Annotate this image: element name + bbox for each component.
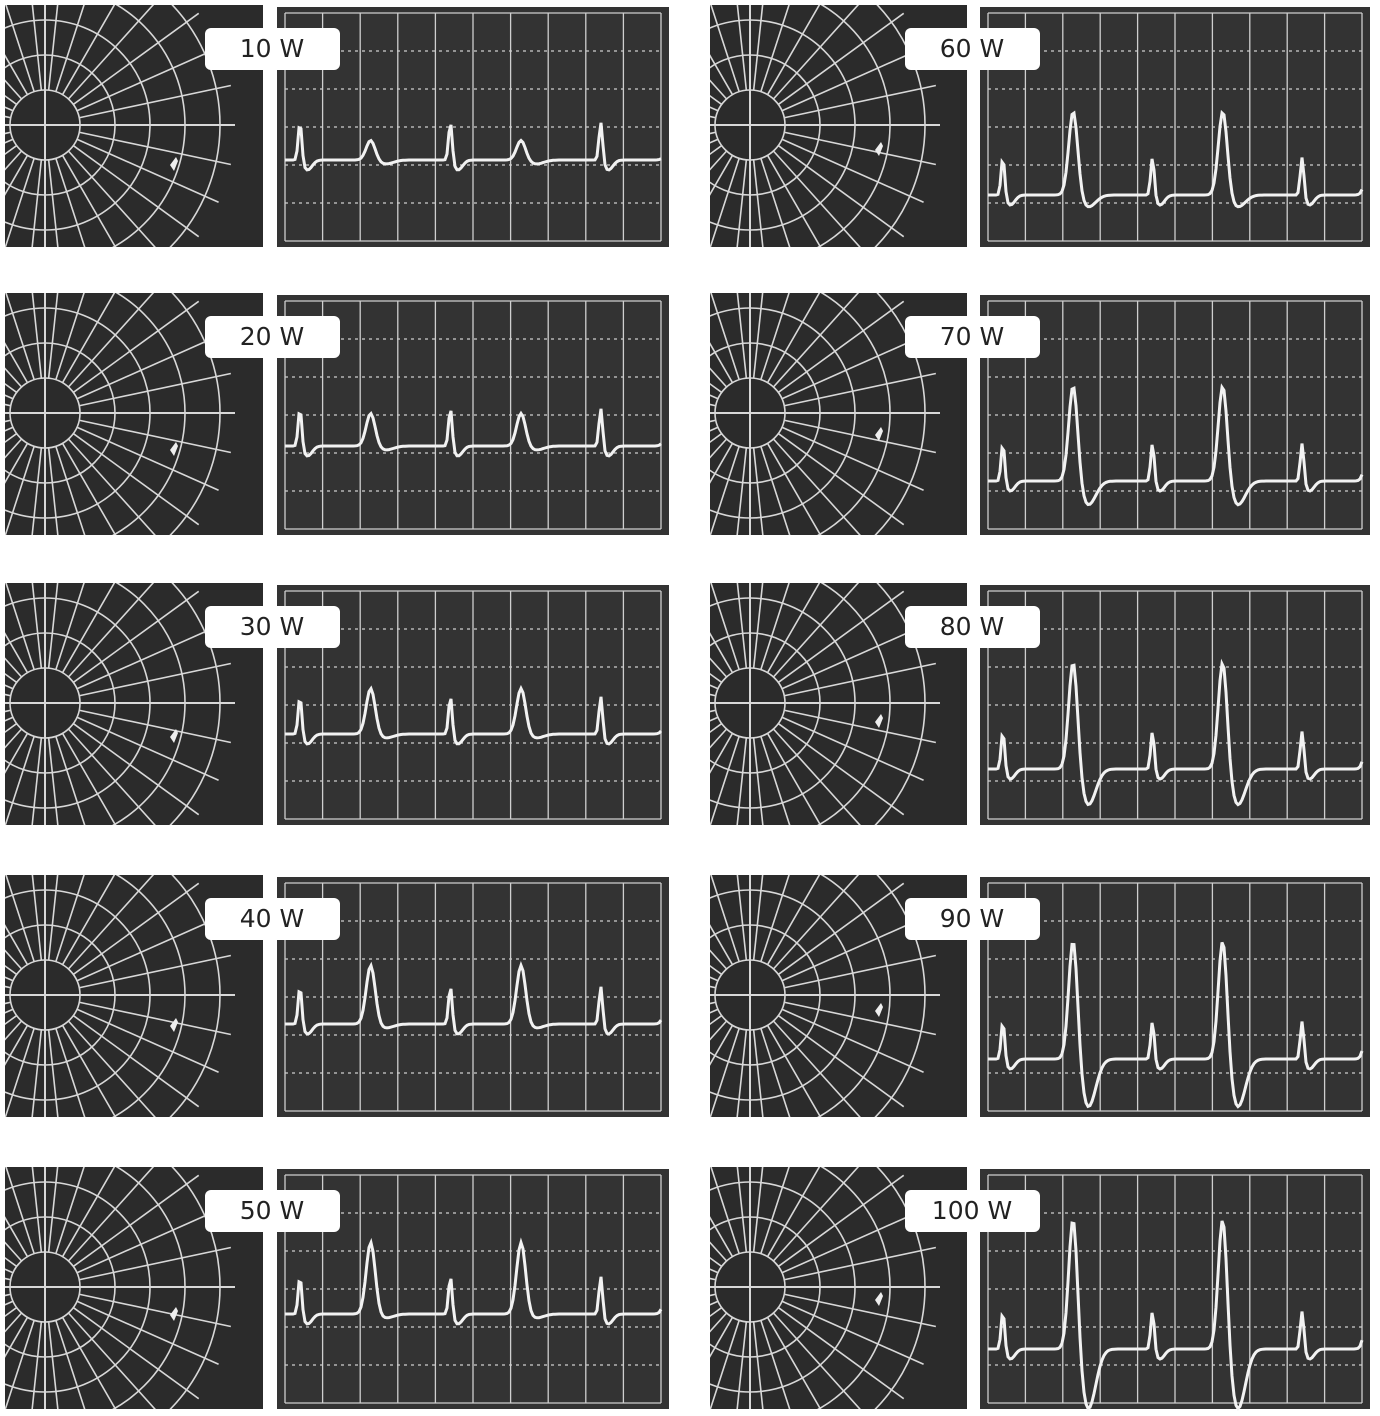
panel: 40 W (0, 806, 669, 1184)
power-label: 90 W (940, 904, 1004, 933)
power-label: 70 W (940, 322, 1004, 351)
power-label: 60 W (940, 34, 1004, 63)
figure: 10 W 20 W 30 W 40 W 50 W 60 W 70 W 80 W 90 W 100 … (0, 0, 1380, 1416)
power-label: 40 W (240, 904, 304, 933)
panel: 60 W (560, 0, 1370, 314)
panel: 90 W (560, 806, 1370, 1184)
panel: 70 W (560, 224, 1370, 602)
power-label: 20 W (240, 322, 304, 351)
polar-grid (0, 806, 235, 1184)
page: 10 W 20 W 30 W 40 W 50 W 60 W 70 W 80 W 90 W 100 … (0, 0, 1380, 1416)
polar-grid (0, 224, 235, 602)
panel: 100 W (560, 1098, 1370, 1416)
power-label: 100 W (932, 1196, 1012, 1225)
panel: 50 W (0, 1098, 669, 1416)
power-label: 50 W (240, 1196, 304, 1225)
panel: 30 W (0, 514, 669, 892)
panel: 10 W (0, 0, 669, 314)
polar-grid (0, 514, 235, 892)
panel: 80 W (560, 514, 1370, 892)
panel: 20 W (0, 224, 669, 602)
power-label: 30 W (240, 612, 304, 641)
power-label: 80 W (940, 612, 1004, 641)
power-label: 10 W (240, 34, 304, 63)
